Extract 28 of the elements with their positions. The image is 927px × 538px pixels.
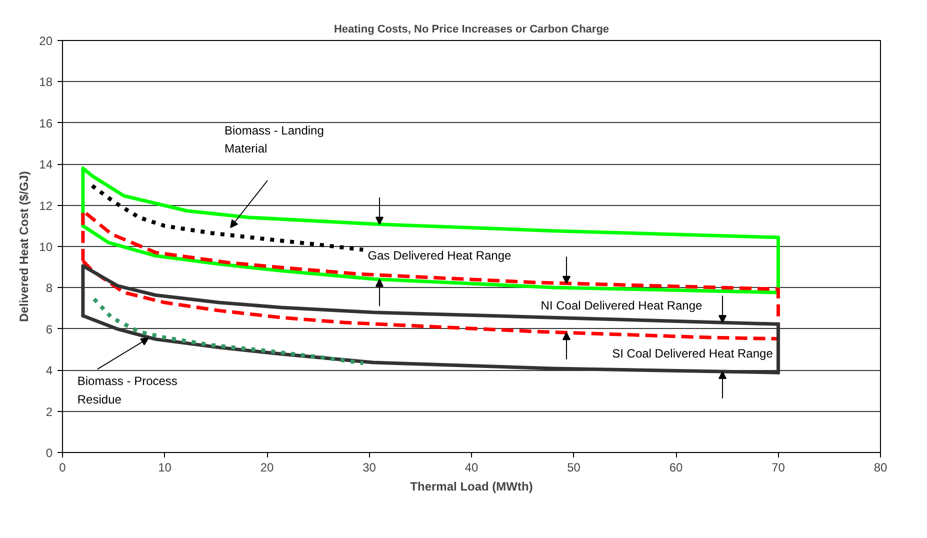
y-tick-label: 20 (39, 34, 53, 48)
x-tick-label: 30 (362, 460, 376, 474)
x-tick-label: 80 (874, 460, 888, 474)
x-tick-label: 60 (669, 460, 683, 474)
y-tick-label: 18 (39, 75, 53, 90)
x-tick-label: 50 (567, 460, 581, 474)
annotation: Biomass - Landing Material (224, 124, 324, 156)
y-tick-label: 2 (46, 404, 53, 419)
annotation: Biomass - Process Residue (77, 374, 178, 406)
y-tick-label: 6 (46, 322, 53, 336)
x-tick-label: 20 (260, 460, 274, 474)
y-tick-label: 12 (39, 198, 53, 213)
y-axis-title: Delivered Heat Cost ($/GJ) (17, 171, 32, 322)
annotation: NI Coal Delivered Heat Range (540, 298, 703, 312)
x-tick-label: 40 (464, 460, 478, 474)
y-tick-label: 8 (46, 281, 53, 296)
annotation: Gas Delivered Heat Range (368, 248, 512, 262)
annotation: SI Coal Delivered Heat Range (612, 346, 774, 360)
x-tick-label: 0 (59, 460, 66, 474)
y-tick-label: 4 (46, 364, 53, 378)
x-tick-label: 10 (158, 460, 172, 474)
x-axis-title: Thermal Load (MWth) (410, 480, 533, 494)
y-tick-label: 14 (39, 158, 53, 172)
chart-title: Heating Costs, No Price Increases or Carbon Charge (334, 24, 610, 36)
y-tick-label: 16 (39, 116, 53, 130)
y-tick-label: 0 (46, 446, 53, 460)
y-tick-label: 10 (39, 240, 53, 254)
x-tick-label: 70 (772, 460, 786, 474)
